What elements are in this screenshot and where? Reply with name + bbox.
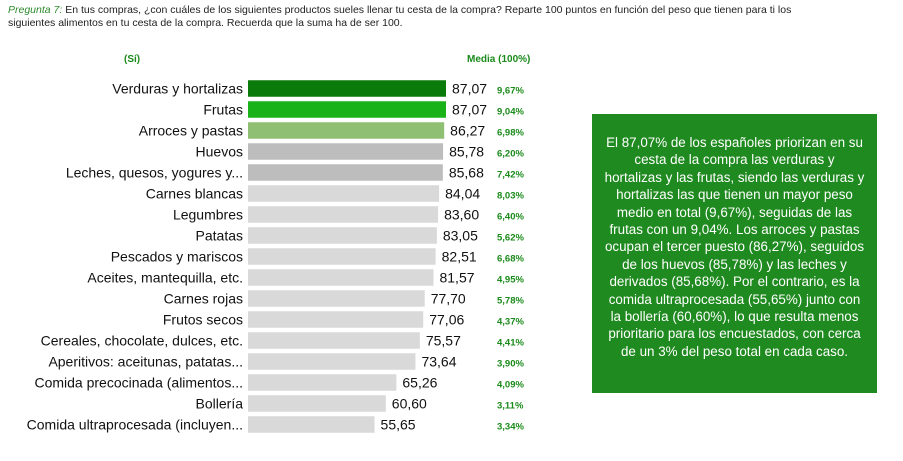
category-label: Patatas <box>196 228 243 244</box>
bar <box>248 290 425 307</box>
bar <box>248 248 436 265</box>
category-label: Cereales, chocolate, dulces, etc. <box>41 333 243 349</box>
category-label: Pescados y mariscos <box>111 249 243 265</box>
bar <box>248 395 386 412</box>
category-label: Frutos secos <box>163 312 243 328</box>
category-label: Comida ultraprocesada (incluyen... <box>27 417 243 433</box>
value-label: 73,64 <box>421 354 456 370</box>
media-label: 7,42% <box>497 170 524 181</box>
media-label: 8,03% <box>497 191 524 202</box>
category-label: Frutas <box>203 102 243 118</box>
media-label: 9,04% <box>497 107 524 118</box>
value-label: 86,27 <box>450 123 485 139</box>
category-label: Huevos <box>196 144 243 160</box>
value-label: 60,60 <box>392 396 427 412</box>
value-label: 75,57 <box>426 333 461 349</box>
media-label: 5,78% <box>497 296 524 307</box>
value-label: 55,65 <box>381 417 416 433</box>
media-label: 4,95% <box>497 275 524 286</box>
category-label: Arroces y pastas <box>139 123 243 139</box>
summary-note-text: El 87,07% de los españoles priorizan en … <box>604 135 865 359</box>
bar <box>248 80 446 97</box>
media-label: 6,68% <box>497 254 524 265</box>
bar <box>248 416 375 433</box>
media-label: 3,11% <box>497 401 524 412</box>
value-label: 65,26 <box>402 375 437 391</box>
value-label: 85,68 <box>449 165 484 181</box>
media-label: 6,40% <box>497 212 524 223</box>
category-label: Comida precocinada (alimentos... <box>34 375 243 391</box>
bar <box>248 374 397 391</box>
value-label: 77,70 <box>431 291 466 307</box>
category-label: Bollería <box>196 396 244 412</box>
value-label: 87,07 <box>452 81 487 97</box>
value-label: 83,05 <box>443 228 478 244</box>
value-label: 82,51 <box>442 249 477 265</box>
media-label: 4,37% <box>497 317 524 328</box>
value-label: 83,60 <box>444 207 479 223</box>
media-label: 3,90% <box>497 359 524 370</box>
media-label: 3,34% <box>497 422 524 433</box>
bar <box>248 185 440 202</box>
bar <box>248 164 443 181</box>
value-label: 85,78 <box>449 144 484 160</box>
si-header: (Sí) <box>124 54 141 65</box>
question-label: Pregunta 7: <box>8 4 63 16</box>
media-header: Media (100%) <box>467 54 531 65</box>
summary-note: El 87,07% de los españoles priorizan en … <box>592 114 877 393</box>
media-label: 5,62% <box>497 233 524 244</box>
question-text: Pregunta 7: En tus compras, ¿con cuáles … <box>8 4 798 30</box>
value-label: 81,57 <box>439 270 474 286</box>
media-label: 6,98% <box>497 128 524 139</box>
category-label: Aperitivos: aceitunas, patatas... <box>48 354 243 370</box>
value-label: 87,07 <box>452 102 487 118</box>
question-body: En tus compras, ¿con cuáles de los sigui… <box>8 4 792 29</box>
bar <box>248 269 434 286</box>
media-label: 6,20% <box>497 149 524 160</box>
value-label: 84,04 <box>445 186 480 202</box>
bar <box>248 353 416 370</box>
category-label: Verduras y hortalizas <box>112 81 243 97</box>
bar <box>248 311 424 328</box>
bar <box>248 227 437 244</box>
bar <box>248 122 445 139</box>
bar <box>248 332 420 349</box>
bar <box>248 101 446 118</box>
category-label: Carnes blancas <box>146 186 243 202</box>
media-label: 4,41% <box>497 338 524 349</box>
category-label: Leches, quesos, yogures y... <box>66 165 243 181</box>
category-label: Carnes rojas <box>164 291 243 307</box>
value-label: 77,06 <box>429 312 464 328</box>
bar-chart: Verduras y hortalizas 87,07 9,67% Frutas 87,… <box>27 80 524 433</box>
category-label: Legumbres <box>173 207 243 223</box>
bar <box>248 206 439 223</box>
media-label: 9,67% <box>497 86 524 97</box>
media-label: 4,09% <box>497 380 524 391</box>
bar <box>248 143 444 160</box>
category-label: Aceites, mantequilla, etc. <box>87 270 243 286</box>
